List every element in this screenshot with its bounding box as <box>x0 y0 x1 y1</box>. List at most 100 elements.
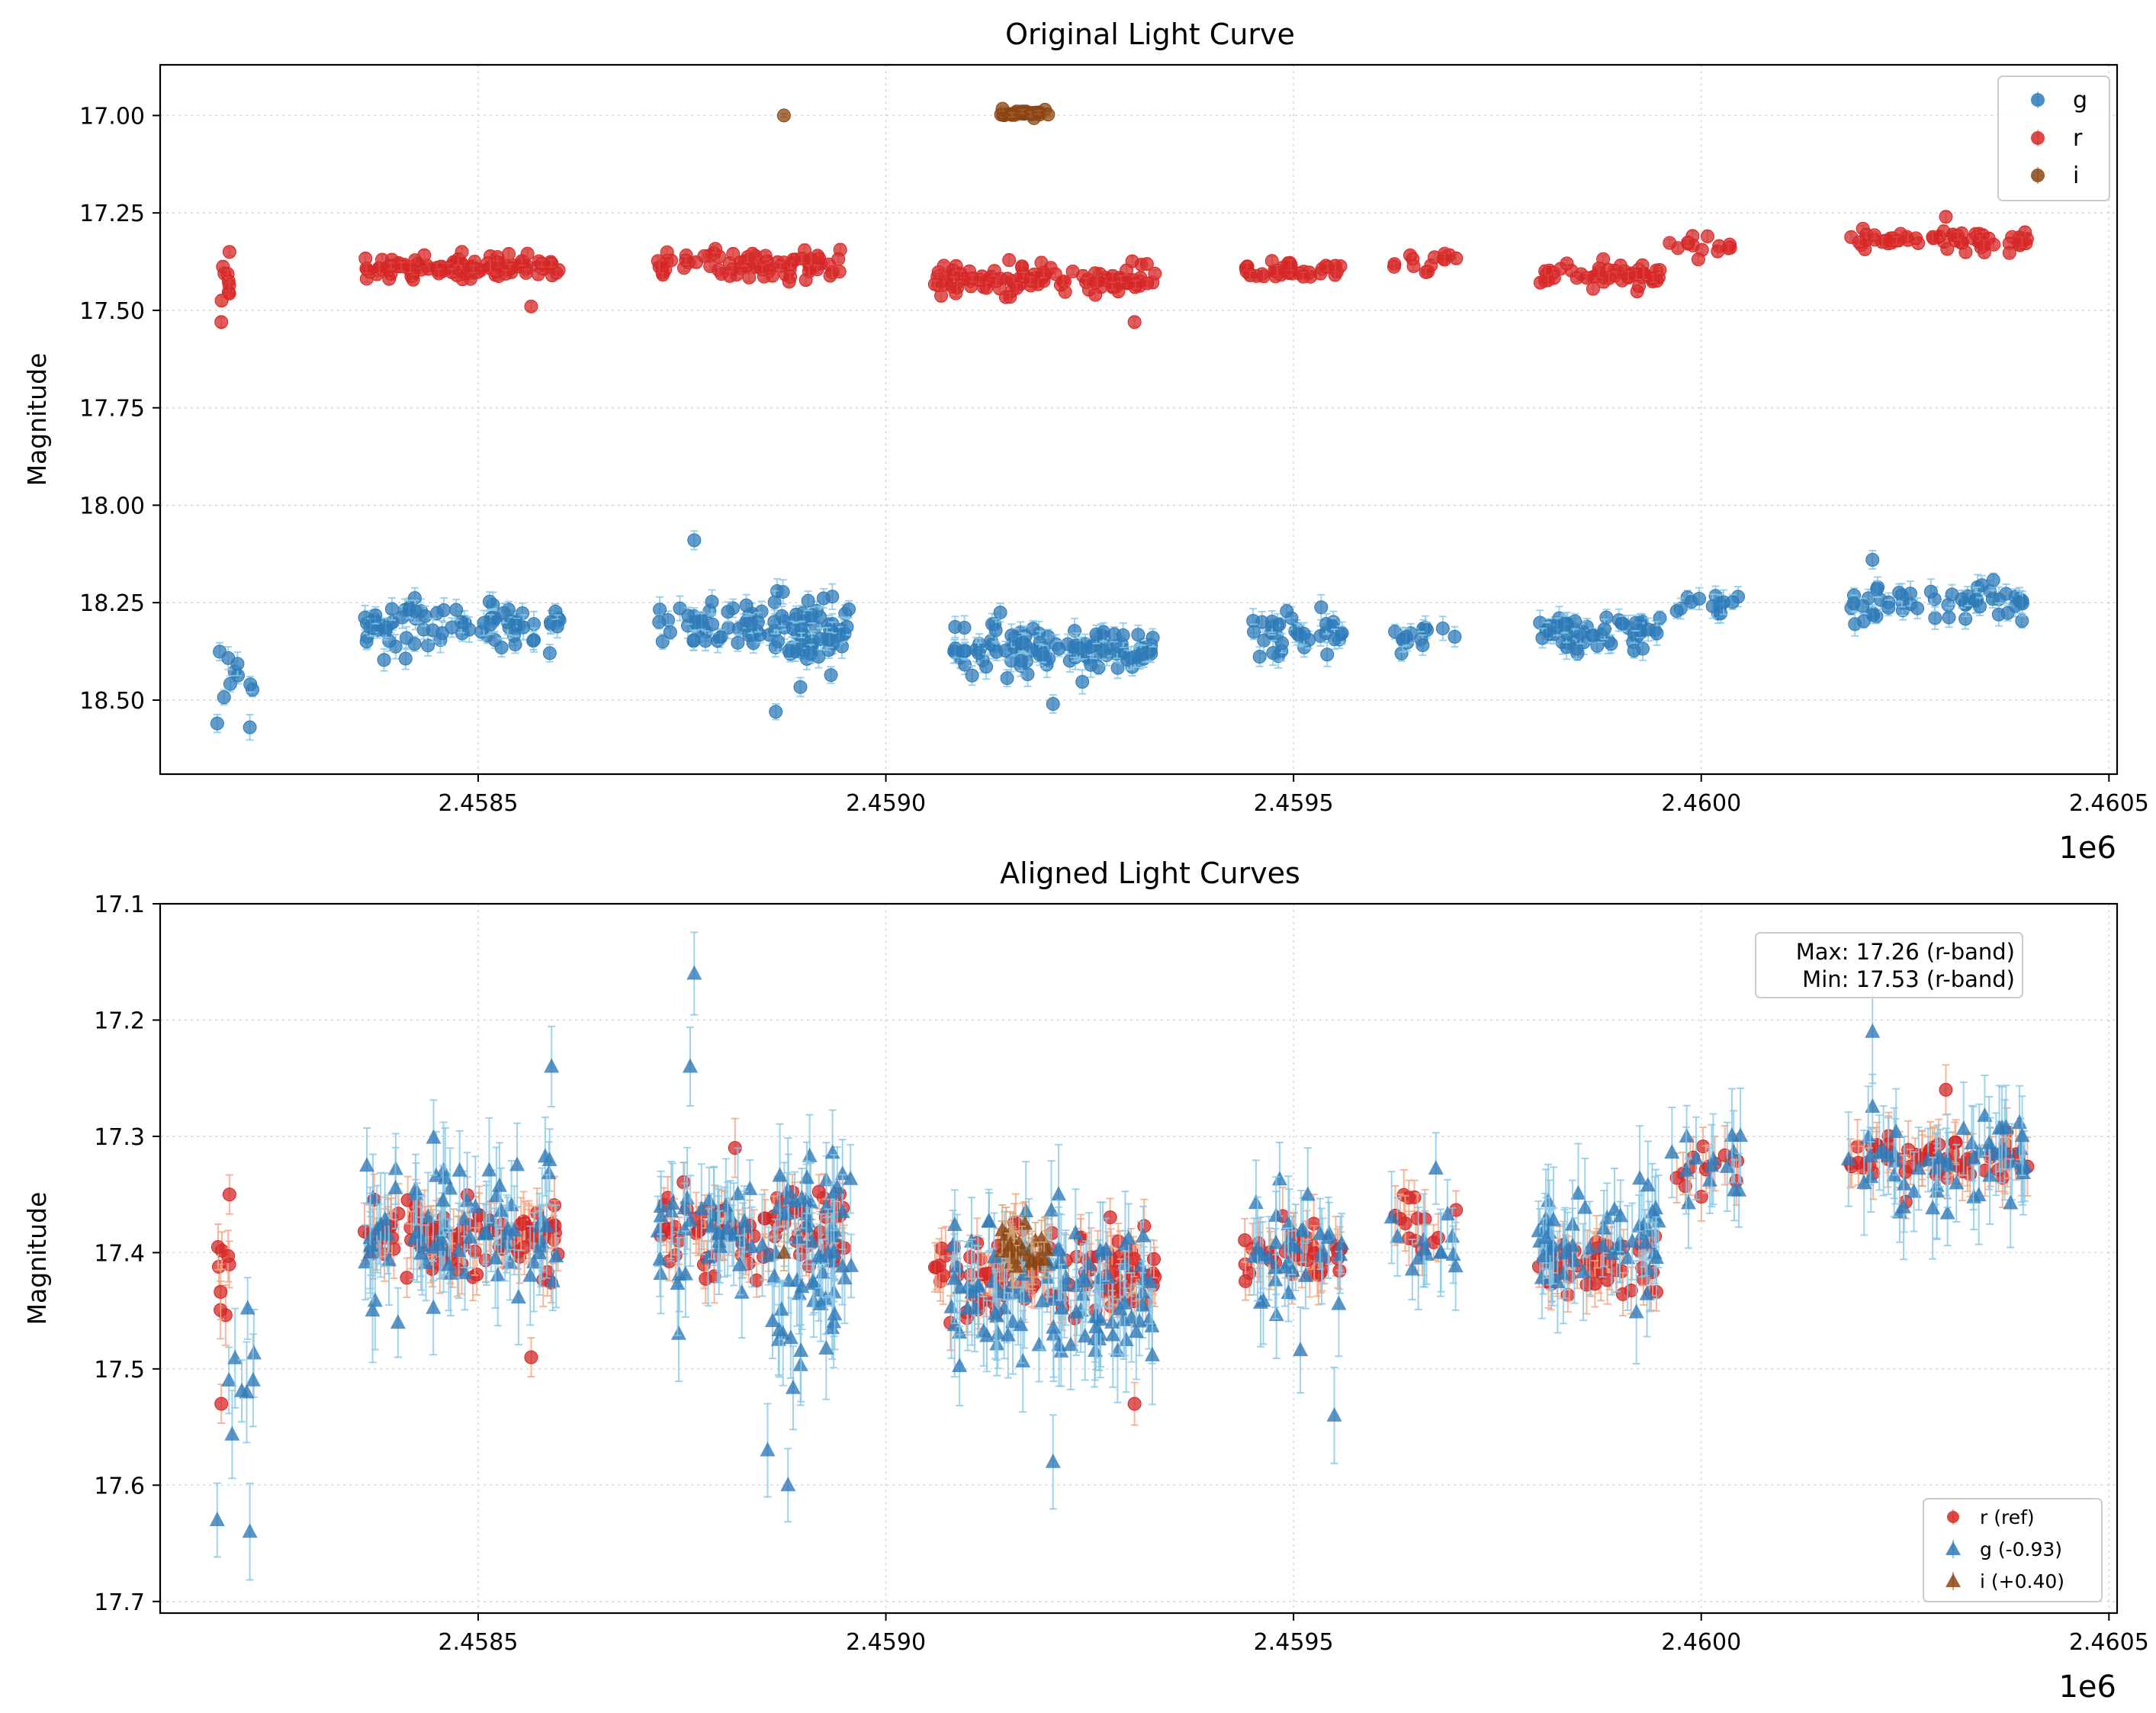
marker-circle <box>1046 697 1060 712</box>
marker-circle <box>1280 604 1294 619</box>
marker-circle <box>482 594 496 609</box>
marker-circle <box>769 705 783 719</box>
data-point <box>789 605 804 624</box>
data-point <box>1579 271 1594 285</box>
data-point <box>217 689 231 705</box>
data-point <box>663 624 677 641</box>
marker-circle <box>1296 269 1310 284</box>
data-point <box>1592 265 1606 279</box>
data-point <box>1951 229 1965 243</box>
marker-circle <box>1653 611 1667 625</box>
marker-circle <box>1010 281 1024 295</box>
marker-circle <box>1004 628 1019 643</box>
data-point <box>2015 235 2029 249</box>
data-point <box>705 614 720 635</box>
marker-circle <box>1550 619 1564 634</box>
data-point <box>1406 259 1421 273</box>
marker-circle <box>1852 235 1866 249</box>
marker-circle <box>2015 596 2029 611</box>
data-point <box>384 596 399 621</box>
data-point <box>934 288 949 303</box>
marker-circle <box>445 265 459 279</box>
data-point <box>1075 669 1090 695</box>
marker-circle <box>979 660 994 674</box>
marker-circle <box>1000 671 1014 686</box>
marker-circle <box>398 651 413 666</box>
data-point <box>1852 235 1866 249</box>
data-point <box>432 266 446 281</box>
data-point <box>1256 269 1271 284</box>
data-point <box>949 259 963 273</box>
data-point <box>1435 615 1450 641</box>
marker-circle <box>214 315 229 329</box>
data-point <box>499 266 513 281</box>
data-point <box>520 246 535 261</box>
data-point <box>775 606 789 627</box>
panel-original: Original Light Curve 2.4585 2.4590 2.4595 2… <box>22 18 2149 866</box>
marker-circle <box>494 641 509 655</box>
marker-circle <box>1597 622 1611 637</box>
marker-circle <box>824 668 838 683</box>
marker-circle <box>949 259 963 273</box>
data-point <box>681 606 696 625</box>
data-point <box>660 245 674 259</box>
marker-circle <box>402 602 416 616</box>
marker-circle <box>222 245 236 259</box>
marker-circle <box>1636 265 1650 280</box>
marker-circle <box>484 259 498 274</box>
marker-circle <box>508 638 522 652</box>
data-point <box>1936 224 1951 239</box>
marker-circle <box>1909 231 1923 246</box>
marker-circle <box>782 644 796 658</box>
marker-circle <box>1320 648 1335 662</box>
marker-circle <box>1669 604 1684 619</box>
marker-circle <box>783 270 798 284</box>
marker-circle <box>1599 610 1614 625</box>
data-point <box>1586 628 1600 644</box>
marker-circle <box>1856 599 1870 613</box>
marker-circle <box>1951 229 1965 243</box>
marker-circle <box>825 265 840 279</box>
marker-circle <box>1435 621 1450 635</box>
data-point <box>1867 228 1881 243</box>
data-point <box>1280 603 1294 619</box>
marker-circle <box>825 590 840 604</box>
data-point <box>359 632 374 651</box>
marker-circle <box>519 265 533 280</box>
marker-circle <box>436 603 451 617</box>
marker-circle <box>663 625 677 639</box>
data-point <box>804 644 818 664</box>
data-point <box>359 262 374 276</box>
data-point <box>801 590 815 612</box>
data-point <box>1079 275 1094 289</box>
marker-circle <box>681 609 696 623</box>
data-point <box>222 245 236 259</box>
data-point <box>1002 253 1017 268</box>
data-point <box>449 599 464 622</box>
marker-circle <box>776 585 790 599</box>
marker-circle <box>1867 228 1881 243</box>
series-i <box>776 101 1056 125</box>
data-point <box>1630 284 1644 299</box>
data-point <box>445 265 459 279</box>
marker-circle <box>1120 263 1134 278</box>
marker-circle <box>741 249 755 264</box>
data-point <box>1386 259 1401 274</box>
marker-circle <box>1264 615 1279 629</box>
marker-circle <box>1129 278 1143 292</box>
data-point <box>705 589 719 615</box>
data-point <box>496 603 511 624</box>
marker-circle <box>223 677 237 691</box>
marker-circle <box>379 621 394 635</box>
marker-circle <box>813 610 827 625</box>
marker-circle <box>721 605 735 619</box>
marker-circle <box>1290 627 1305 641</box>
data-point <box>524 299 538 313</box>
data-point <box>1671 241 1685 256</box>
marker-circle <box>1628 615 1643 630</box>
marker-circle <box>686 633 701 648</box>
marker-circle <box>1256 269 1271 284</box>
marker-circle <box>1096 644 1110 658</box>
marker-circle <box>1592 265 1606 279</box>
